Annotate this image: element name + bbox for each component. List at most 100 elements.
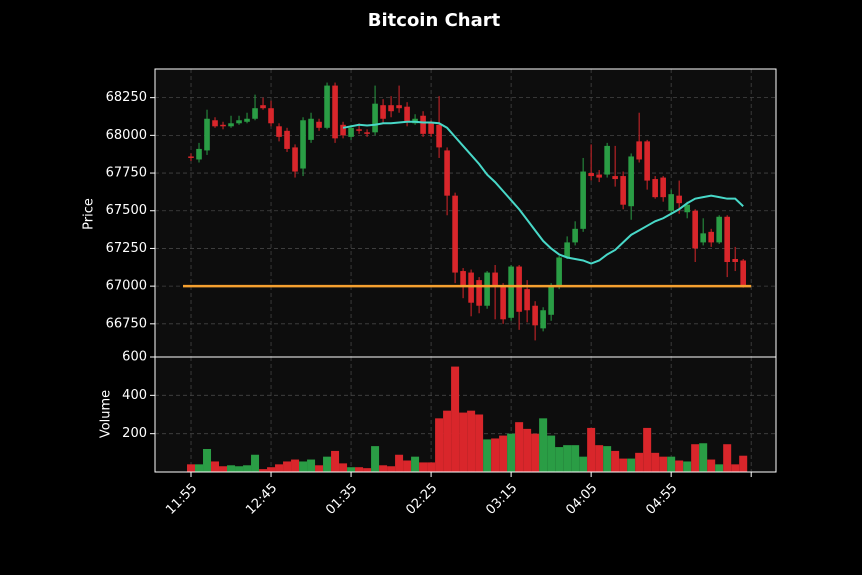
volume-bar bbox=[291, 459, 300, 472]
volume-bar bbox=[355, 467, 364, 472]
candle-body bbox=[316, 121, 322, 128]
volume-bar bbox=[387, 466, 396, 472]
volume-bar bbox=[443, 410, 452, 472]
candle-body bbox=[564, 242, 570, 258]
candle-body bbox=[644, 141, 650, 181]
candle-body bbox=[476, 280, 482, 306]
volume-bar bbox=[267, 467, 276, 472]
volume-bar bbox=[491, 438, 500, 472]
volume-bar bbox=[419, 462, 428, 472]
candle-body bbox=[340, 124, 346, 136]
volume-bar bbox=[203, 449, 212, 472]
volume-bar bbox=[563, 445, 572, 472]
y-tick-label: 400 bbox=[122, 388, 147, 403]
candle-body bbox=[500, 286, 506, 320]
y-tick-label: 68000 bbox=[106, 128, 147, 143]
volume-bar bbox=[283, 461, 292, 472]
candle-body bbox=[188, 156, 194, 158]
candle-body bbox=[668, 194, 674, 211]
candle-body bbox=[260, 105, 266, 109]
volume-bar bbox=[227, 465, 236, 472]
candle-body bbox=[628, 156, 634, 207]
candle-body bbox=[396, 105, 402, 109]
volume-bar bbox=[187, 464, 196, 472]
volume-bar bbox=[547, 435, 556, 472]
y-axis-label: Price bbox=[82, 198, 97, 230]
volume-bar bbox=[611, 450, 620, 472]
volume-bar bbox=[659, 456, 668, 472]
volume-bar bbox=[475, 414, 484, 472]
candle-body bbox=[364, 132, 370, 134]
candle-body bbox=[620, 176, 626, 205]
volume-bar bbox=[739, 455, 748, 472]
volume-bar bbox=[483, 439, 492, 472]
candle-body bbox=[724, 216, 730, 263]
y-tick-label: 67750 bbox=[106, 166, 147, 181]
candle-body bbox=[556, 257, 562, 287]
candle-body bbox=[356, 129, 362, 131]
candle-body bbox=[532, 305, 538, 326]
candle-body bbox=[740, 260, 746, 287]
y-tick-label: 68250 bbox=[106, 90, 147, 105]
candle-body bbox=[220, 124, 226, 127]
candle-body bbox=[596, 174, 602, 178]
volume-bar bbox=[467, 410, 476, 472]
volume-bar bbox=[235, 466, 244, 472]
volume-bar bbox=[259, 469, 268, 472]
y-tick-label: 67000 bbox=[106, 279, 147, 294]
volume-bar bbox=[507, 433, 516, 472]
candle-body bbox=[420, 115, 426, 134]
volume-bar bbox=[299, 461, 308, 472]
candle-body bbox=[492, 272, 498, 287]
candle-body bbox=[324, 85, 330, 128]
volume-bar bbox=[411, 456, 420, 472]
candle-body bbox=[572, 228, 578, 243]
volume-bar bbox=[307, 459, 316, 472]
volume-bar bbox=[323, 456, 332, 472]
volume-bar bbox=[347, 467, 356, 472]
candle-body bbox=[452, 195, 458, 273]
candle-body bbox=[276, 126, 282, 137]
candle-body bbox=[580, 171, 586, 229]
volume-panel-frame bbox=[154, 356, 777, 473]
volume-bar bbox=[379, 465, 388, 472]
moving-average-line bbox=[342, 120, 744, 265]
volume-bar bbox=[339, 463, 348, 472]
volume-bar bbox=[451, 366, 460, 472]
volume-bar bbox=[651, 452, 660, 472]
candle-body bbox=[332, 85, 338, 139]
volume-bar bbox=[555, 447, 564, 472]
volume-bar bbox=[523, 428, 532, 472]
candle-body bbox=[508, 266, 514, 318]
candle-body bbox=[460, 271, 466, 287]
volume-bar bbox=[643, 427, 652, 472]
candle-body bbox=[588, 173, 594, 177]
volume-bar bbox=[675, 460, 684, 472]
volume-bar bbox=[435, 418, 444, 472]
volume-bar bbox=[731, 464, 740, 472]
y-tick-label: 200 bbox=[122, 426, 147, 441]
volume-bar bbox=[331, 450, 340, 472]
plot-area bbox=[155, 69, 776, 472]
volume-axis-label: Volume bbox=[99, 390, 114, 438]
candle-body bbox=[516, 266, 522, 312]
volume-bar bbox=[715, 464, 724, 472]
candle-body bbox=[196, 148, 202, 160]
volume-bar bbox=[571, 445, 580, 472]
candle-body bbox=[684, 204, 690, 213]
volume-bar bbox=[579, 456, 588, 472]
candle-body bbox=[436, 124, 442, 148]
volume-bar bbox=[363, 468, 372, 472]
volume-bar bbox=[723, 444, 732, 472]
candle-body bbox=[716, 216, 722, 243]
candle-body bbox=[652, 179, 658, 198]
candle-body bbox=[284, 130, 290, 149]
volume-bar bbox=[195, 464, 204, 472]
candle-body bbox=[548, 286, 554, 315]
candle-body bbox=[204, 118, 210, 151]
candle-body bbox=[636, 141, 642, 160]
volume-bar bbox=[587, 427, 596, 472]
candle-body bbox=[660, 177, 666, 198]
candle-body bbox=[692, 210, 698, 249]
